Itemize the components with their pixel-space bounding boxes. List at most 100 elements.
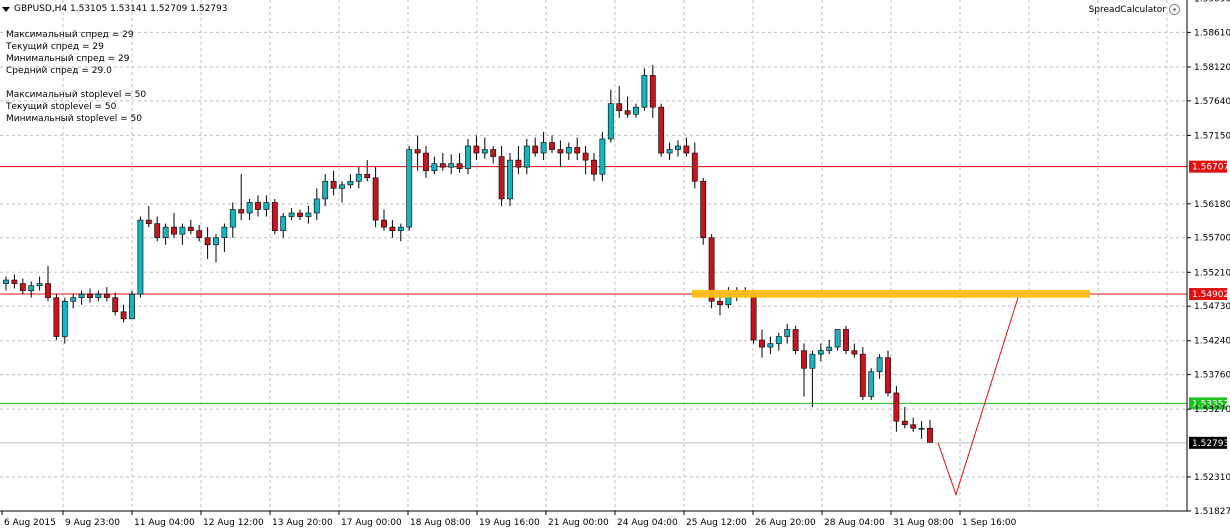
candle-body: [683, 145, 690, 154]
candle-body: [137, 219, 144, 295]
candle-body: [355, 173, 362, 182]
candle-body: [616, 103, 623, 112]
x-tick-label: 25 Aug 12:00: [686, 518, 747, 528]
price-tag-resistance: [1189, 160, 1227, 173]
candle-body: [406, 149, 413, 228]
price-tag-label: 1.52793: [1192, 439, 1229, 449]
resistance-zone: [692, 289, 1090, 298]
candle-body: [78, 293, 85, 298]
info-line: Максимальный stoplevel = 50: [6, 90, 147, 100]
candle-body: [691, 152, 698, 182]
candle-body: [196, 230, 203, 239]
candle-body: [540, 142, 547, 154]
price-tag-resistance: [1189, 288, 1227, 301]
y-tick-label: 1.58120: [1194, 63, 1230, 73]
y-tick-label: 1.52310: [1194, 473, 1230, 483]
candle-body: [339, 184, 345, 189]
candle-body: [145, 219, 152, 224]
candle-body: [809, 353, 816, 369]
candle-body: [112, 297, 119, 313]
y-tick-label: 1.55700: [1194, 234, 1230, 244]
candle-body: [381, 219, 387, 228]
price-tag-label: 1.53352: [1192, 399, 1229, 409]
info-line: Средний спред = 29.0: [6, 66, 112, 76]
chart-grid: [0, 0, 1187, 511]
candle-body: [11, 279, 18, 284]
candle-body: [213, 237, 219, 246]
candle-body: [221, 226, 228, 239]
x-tick-label: 19 Aug 16:00: [479, 518, 540, 528]
candle-body: [162, 226, 169, 239]
candle-body: [179, 226, 186, 235]
x-tick-label: 11 Aug 04:00: [134, 518, 195, 528]
candle-body: [288, 212, 295, 217]
candle-body: [708, 237, 715, 302]
analysis-overlay[interactable]: [692, 289, 1090, 497]
y-tick-label: 1.54730: [1194, 302, 1230, 312]
candle-body: [801, 350, 807, 369]
candle-body: [473, 145, 480, 154]
candle-body: [36, 283, 43, 286]
candle-body: [918, 427, 925, 430]
candle-body: [19, 283, 26, 291]
candle-body: [885, 357, 891, 394]
candle-body: [834, 329, 841, 348]
candle-body: [641, 75, 648, 108]
candle-body: [255, 202, 261, 210]
x-tick-label: 28 Aug 04:00: [824, 518, 885, 528]
candle-body: [322, 180, 329, 200]
info-line: Минимальный спред = 29: [6, 54, 130, 64]
candle-body: [767, 343, 774, 348]
candle-body: [481, 149, 488, 154]
candle-body: [582, 152, 589, 161]
candle-body: [658, 106, 665, 154]
candle-body: [910, 424, 917, 429]
x-tick-label: 18 Aug 08:00: [410, 518, 471, 528]
candle-body: [868, 371, 875, 397]
candle-body: [229, 209, 236, 228]
info-line: Текущий stoplevel = 50: [6, 102, 117, 112]
x-tick-label: 24 Aug 04:00: [617, 518, 678, 528]
candle-body: [784, 329, 791, 337]
info-line: Текущий спред = 29: [6, 42, 104, 52]
candle-body: [759, 339, 765, 348]
candle-body: [523, 145, 530, 168]
projection-line: [937, 297, 1019, 497]
candle-body: [3, 279, 9, 284]
y-tick-label: 1.53760: [1194, 371, 1230, 381]
indicator-label[interactable]: SpreadCalculator: [1089, 4, 1180, 15]
candle-body: [649, 75, 656, 108]
candle-body: [372, 177, 379, 221]
candle-body: [103, 293, 110, 298]
candle-body: [397, 226, 404, 231]
dropdown-icon[interactable]: [2, 6, 10, 12]
candle-body: [313, 198, 320, 214]
price-tag-label: 1.56707: [1192, 163, 1229, 173]
indicator-settings-icon[interactable]: [1169, 4, 1180, 15]
candle-body: [549, 142, 555, 150]
y-tick-label: 1.51827: [1194, 507, 1230, 517]
candle-body: [507, 159, 513, 200]
price-tag-current: [1189, 436, 1227, 449]
candle-body: [389, 226, 396, 231]
candle-body: [204, 237, 211, 246]
candle-body: [171, 226, 177, 235]
candles: [3, 64, 933, 443]
x-tick-label: 12 Aug 12:00: [203, 518, 264, 528]
candle-body: [700, 180, 707, 239]
candle-body: [607, 103, 614, 140]
candle-body: [876, 357, 883, 373]
chart-header: GBPUSD,H4 1.53105 1.53141 1.52709 1.5279…: [2, 4, 227, 14]
candle-body: [675, 145, 681, 150]
y-tick-label: 1.57640: [1194, 97, 1230, 107]
candle-body: [330, 180, 337, 189]
y-tick-label: 1.56180: [1194, 200, 1230, 210]
y-tick-label: 1.54240: [1194, 337, 1230, 347]
info-line: Максимальный спред = 29: [6, 30, 134, 40]
y-tick-label: 1.57150: [1194, 131, 1230, 141]
candle-body: [305, 212, 312, 217]
x-tick-label: 1 Sep 16:00: [962, 518, 1017, 528]
x-tick-label: 6 Aug 2015: [4, 518, 56, 528]
